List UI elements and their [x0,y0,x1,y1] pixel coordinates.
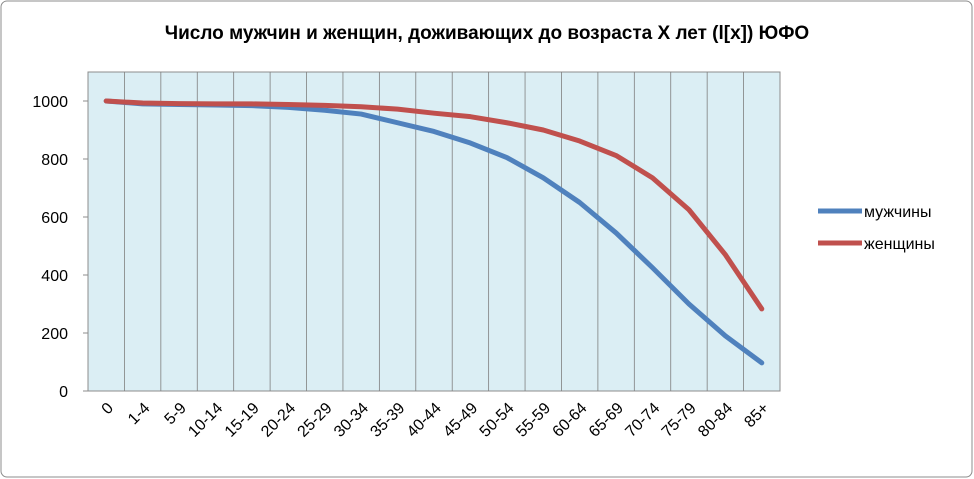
legend-label: женщины [864,236,935,253]
line-series [103,98,765,312]
chart-title: Число мужчин и женщин, доживающих до воз… [164,23,810,44]
legend-label: мужчины [864,204,932,221]
y-tick-label: 1000 [32,94,68,111]
y-tick-label: 800 [41,152,68,169]
plot-area [87,71,781,392]
y-tick-label: 600 [41,210,68,227]
y-tick-label: 200 [41,326,68,343]
y-tick-label: 0 [59,384,68,401]
y-tick-label: 400 [41,268,68,285]
